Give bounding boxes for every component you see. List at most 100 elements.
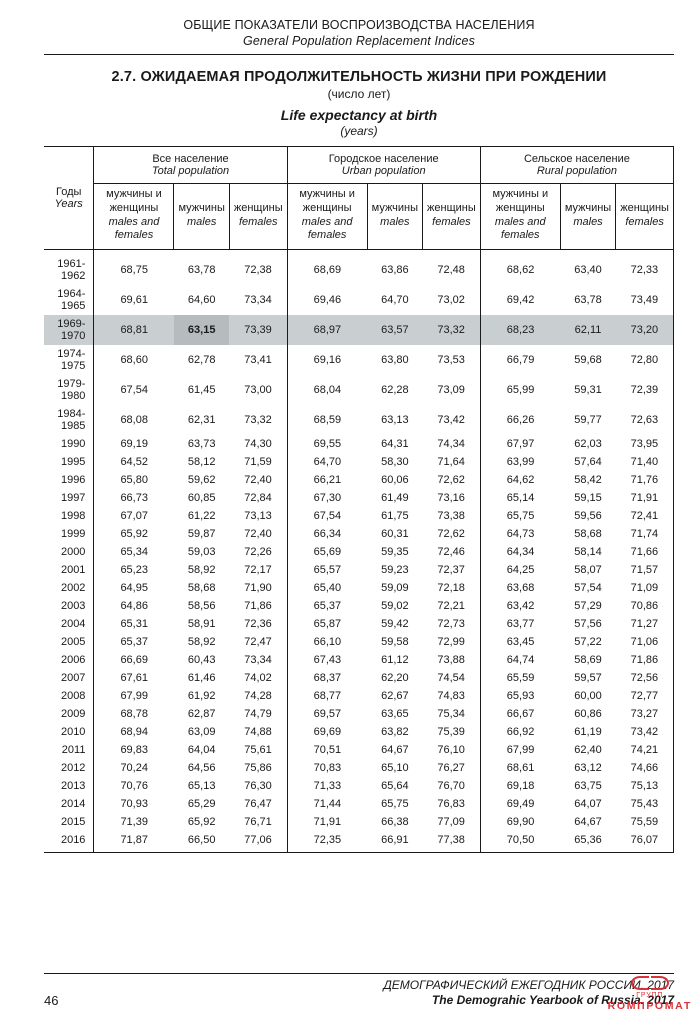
- cell-value: 70,51: [287, 741, 367, 759]
- cell-value: 65,59: [480, 669, 560, 687]
- title-block: 2.7. ОЖИДАЕМАЯ ПРОДОЛЖИТЕЛЬНОСТЬ ЖИЗНИ П…: [44, 69, 674, 138]
- table-row: 1979-198067,5461,4573,0068,0462,2873,096…: [44, 375, 674, 405]
- col-group-0: Все населениеTotal population: [94, 147, 287, 184]
- cell-value: 72,62: [423, 471, 481, 489]
- cell-value: 73,95: [616, 435, 674, 453]
- cell-value: 64,74: [480, 651, 560, 669]
- cell-value: 72,37: [423, 561, 481, 579]
- cell-value: 68,94: [94, 723, 174, 741]
- cell-value: 73,20: [616, 315, 674, 345]
- cell-value: 69,46: [287, 285, 367, 315]
- cell-value: 72,80: [616, 345, 674, 375]
- cell-value: 65,23: [94, 561, 174, 579]
- cell-value: 76,47: [229, 795, 287, 813]
- cell-value: 73,34: [229, 651, 287, 669]
- cell-value: 73,53: [423, 345, 481, 375]
- cell-value: 58,68: [174, 579, 229, 597]
- cell-value: 64,62: [480, 471, 560, 489]
- cell-value: 76,27: [423, 759, 481, 777]
- cell-value: 62,87: [174, 705, 229, 723]
- cell-value: 66,38: [367, 813, 422, 831]
- cell-value: 71,86: [229, 597, 287, 615]
- cell-value: 58,92: [174, 561, 229, 579]
- cell-value: 72,84: [229, 489, 287, 507]
- cell-value: 69,42: [480, 285, 560, 315]
- col-years: ГодыYears: [44, 147, 94, 250]
- running-head: ОБЩИЕ ПОКАЗАТЕЛИ ВОСПРОИЗВОДСТВА НАСЕЛЕН…: [44, 18, 674, 48]
- table-row: 201068,9463,0974,8869,6963,8275,3966,926…: [44, 723, 674, 741]
- cell-value: 58,30: [367, 453, 422, 471]
- cell-value: 62,78: [174, 345, 229, 375]
- cell-value: 63,80: [367, 345, 422, 375]
- cell-value: 72,99: [423, 633, 481, 651]
- cell-value: 65,75: [367, 795, 422, 813]
- cell-value: 73,41: [229, 345, 287, 375]
- cell-value: 59,68: [560, 345, 615, 375]
- cell-value: 64,34: [480, 543, 560, 561]
- table-row: 199069,1963,7374,3069,5564,3174,3467,976…: [44, 435, 674, 453]
- cell-value: 65,99: [480, 375, 560, 405]
- cell-value: 67,99: [480, 741, 560, 759]
- cell-value: 65,93: [480, 687, 560, 705]
- table-row: 199766,7360,8572,8467,3061,4973,1665,145…: [44, 489, 674, 507]
- table-row: 1984-198568,0862,3173,3268,5963,1373,426…: [44, 405, 674, 435]
- cell-value: 70,24: [94, 759, 174, 777]
- cell-value: 72,41: [616, 507, 674, 525]
- cell-value: 67,07: [94, 507, 174, 525]
- cell-value: 61,46: [174, 669, 229, 687]
- cell-value: 72,56: [616, 669, 674, 687]
- cell-value: 76,83: [423, 795, 481, 813]
- cell-value: 65,13: [174, 777, 229, 795]
- cell-value: 59,02: [367, 597, 422, 615]
- cell-value: 66,21: [287, 471, 367, 489]
- cell-value: 68,62: [480, 250, 560, 286]
- cell-value: 64,07: [560, 795, 615, 813]
- header-rule: [44, 54, 674, 55]
- cell-value: 74,21: [616, 741, 674, 759]
- cell-value: 63,86: [367, 250, 422, 286]
- cell-value: 63,73: [174, 435, 229, 453]
- table-row: 200867,9961,9274,2868,7762,6774,8365,936…: [44, 687, 674, 705]
- cell-value: 68,61: [480, 759, 560, 777]
- cell-value: 59,42: [367, 615, 422, 633]
- cell-year: 2011: [44, 741, 94, 759]
- cell-value: 65,37: [287, 597, 367, 615]
- cell-year: 2003: [44, 597, 94, 615]
- cell-value: 59,87: [174, 525, 229, 543]
- cell-value: 60,85: [174, 489, 229, 507]
- cell-value: 72,26: [229, 543, 287, 561]
- cell-value: 65,10: [367, 759, 422, 777]
- cell-value: 58,68: [560, 525, 615, 543]
- cell-value: 72,17: [229, 561, 287, 579]
- cell-year: 1969-1970: [44, 315, 94, 345]
- cell-year: 2009: [44, 705, 94, 723]
- cell-value: 67,61: [94, 669, 174, 687]
- cell-year: 2004: [44, 615, 94, 633]
- cell-value: 73,32: [423, 315, 481, 345]
- cell-value: 65,36: [560, 831, 615, 853]
- cell-value: 74,34: [423, 435, 481, 453]
- cell-value: 67,97: [480, 435, 560, 453]
- cell-value: 64,04: [174, 741, 229, 759]
- cell-value: 69,69: [287, 723, 367, 741]
- cell-value: 70,86: [616, 597, 674, 615]
- cell-value: 65,92: [174, 813, 229, 831]
- cell-value: 58,14: [560, 543, 615, 561]
- cell-value: 68,60: [94, 345, 174, 375]
- title-en: Life expectancy at birth: [44, 107, 674, 123]
- cell-value: 72,47: [229, 633, 287, 651]
- cell-value: 62,20: [367, 669, 422, 687]
- cell-value: 59,57: [560, 669, 615, 687]
- table-row: 200065,3459,0372,2665,6959,3572,4664,345…: [44, 543, 674, 561]
- cell-value: 68,04: [287, 375, 367, 405]
- col-sub-0-0: мужчины и женщиныmales and females: [94, 184, 174, 250]
- cell-value: 62,28: [367, 375, 422, 405]
- table-row: 200968,7862,8774,7969,5763,6575,3466,676…: [44, 705, 674, 723]
- cell-value: 66,79: [480, 345, 560, 375]
- cell-value: 61,45: [174, 375, 229, 405]
- cell-value: 59,77: [560, 405, 615, 435]
- cell-year: 1997: [44, 489, 94, 507]
- cell-value: 68,97: [287, 315, 367, 345]
- cell-value: 66,73: [94, 489, 174, 507]
- cell-value: 71,87: [94, 831, 174, 853]
